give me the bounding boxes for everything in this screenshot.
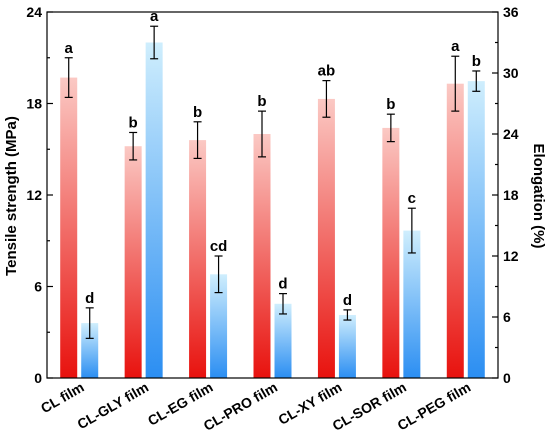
tensile-bar-1 <box>60 77 78 378</box>
y-right-tick-label-6: 30 <box>503 65 519 81</box>
y-left-tick-label-1: 0 <box>34 370 42 386</box>
tensile-significance-label-7: a <box>451 38 460 55</box>
y-axis-right-title: Elongation (%) <box>530 144 547 249</box>
y-right-tick-label-3: 12 <box>503 248 519 264</box>
elongation-bar-5 <box>338 314 356 378</box>
category-label-7: CL-PEG film <box>395 379 474 434</box>
plot-frame <box>46 11 499 379</box>
tensile-bar-4 <box>253 134 271 378</box>
elongation-significance-label-7: b <box>472 53 481 70</box>
tensile-significance-label-6: b <box>386 96 395 113</box>
y-right-tick-label-7: 36 <box>503 4 519 20</box>
tensile-significance-label-1: a <box>65 40 74 57</box>
tensile-bar-3 <box>189 140 207 378</box>
tensile-significance-label-2: b <box>129 114 138 131</box>
elongation-bar-4 <box>274 303 292 378</box>
y-left-tick-label-4: 18 <box>26 96 42 112</box>
elongation-bar-1 <box>81 323 99 378</box>
category-label-1: CL film <box>38 379 87 416</box>
tensile-significance-label-5: ab <box>318 63 336 80</box>
y-right-tick-label-2: 6 <box>503 309 511 325</box>
elongation-significance-label-5: d <box>343 292 352 309</box>
elongation-significance-label-2: a <box>150 8 159 25</box>
category-label-4: CL-PRO film <box>201 379 280 434</box>
y-right-tick-label-4: 18 <box>503 187 519 203</box>
elongation-bar-3 <box>210 274 228 378</box>
tensile-bar-6 <box>382 127 400 379</box>
y-right-tick-label-1: 0 <box>503 370 511 386</box>
tensile-bar-7 <box>446 83 464 379</box>
y-axis-left-title: Tensile strength (MPa) <box>3 116 20 276</box>
elongation-significance-label-3: cd <box>210 238 228 255</box>
elongation-bar-7 <box>467 81 485 378</box>
tensile-bar-5 <box>317 98 335 379</box>
y-left-tick-label-3: 12 <box>26 187 42 203</box>
y-left-tick-label-2: 6 <box>34 279 42 295</box>
tensile-bar-2 <box>124 146 142 378</box>
y-left-tick-label-5: 24 <box>26 4 42 20</box>
elongation-bar-6 <box>403 230 421 378</box>
elongation-bar-2 <box>145 42 163 378</box>
category-label-2: CL-GLY film <box>74 379 151 433</box>
y-right-tick-label-5: 24 <box>503 126 519 142</box>
elongation-significance-label-6: c <box>408 190 416 207</box>
tensile-significance-label-4: b <box>257 93 266 110</box>
elongation-significance-label-4: d <box>278 276 287 293</box>
tensile-significance-label-3: b <box>193 104 202 121</box>
elongation-significance-label-1: d <box>85 290 94 307</box>
